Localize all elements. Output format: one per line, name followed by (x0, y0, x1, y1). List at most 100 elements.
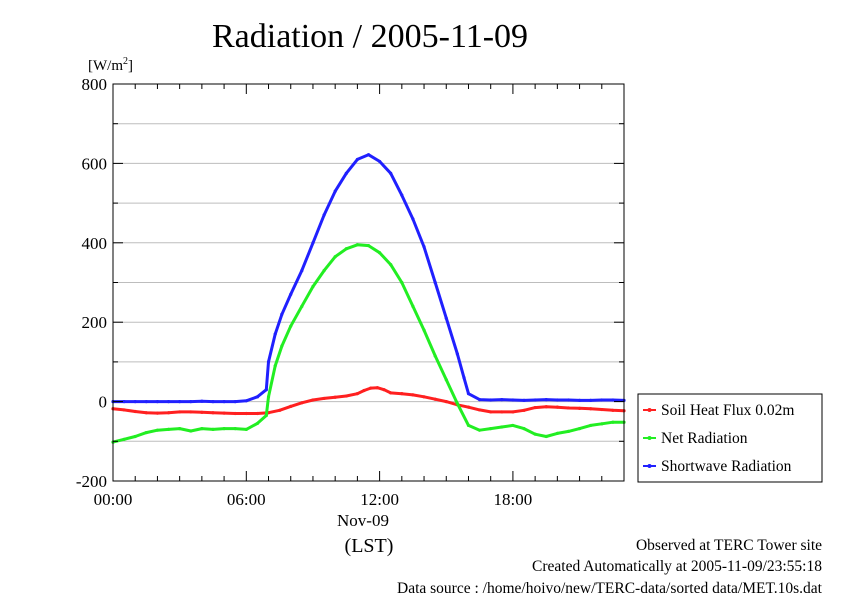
data-point-soil-heat-flux-0-02m (300, 401, 304, 405)
data-point-shortwave-radiation (289, 292, 293, 297)
data-point-net-radiation (300, 304, 304, 308)
legend: Soil Heat Flux 0.02m Net Radiation Shortwa… (637, 393, 823, 483)
data-point-net-radiation (566, 429, 571, 433)
y-tick-label: -200 (76, 472, 107, 491)
data-point-net-radiation (455, 401, 459, 406)
data-point-soil-heat-flux-0-02m (144, 411, 148, 415)
data-point-shortwave-radiation (422, 245, 426, 249)
data-point-soil-heat-flux-0-02m (544, 405, 548, 409)
data-point-net-radiation (411, 304, 415, 308)
data-point-shortwave-radiation (273, 332, 277, 336)
y-axis-unit-label: [W/m2] (88, 56, 133, 74)
legend-marker-soil-heat-flux-0-02m (647, 408, 652, 412)
data-point-net-radiation (273, 364, 277, 368)
data-point-soil-heat-flux-0-02m (255, 411, 260, 416)
footer-observed: Observed at TERC Tower site (636, 537, 822, 554)
data-point-net-radiation (133, 434, 137, 439)
data-point-soil-heat-flux-0-02m (355, 392, 359, 396)
data-point-soil-heat-flux-0-02m (422, 395, 426, 399)
x-tick-label: 18:00 (494, 490, 533, 509)
data-point-shortwave-radiation (555, 398, 559, 402)
y-tick-label: 400 (82, 234, 108, 253)
legend-label-shortwave-radiation: Shortwave Radiation (661, 458, 792, 475)
data-point-soil-heat-flux-0-02m (375, 386, 379, 390)
data-point-net-radiation (233, 426, 237, 431)
y-tick-label: 600 (82, 154, 108, 173)
data-point-shortwave-radiation (577, 398, 582, 403)
x-tick-label: 00:00 (94, 490, 133, 509)
axis-ticks: -200 0 200 400 600 800 00:00 06:00 12:00 18:00 (76, 75, 624, 509)
y-tick-label: 800 (82, 75, 108, 94)
data-point-soil-heat-flux-0-02m (411, 393, 415, 397)
data-point-shortwave-radiation (311, 241, 315, 245)
y-tick-label: 200 (82, 313, 108, 332)
data-point-soil-heat-flux-0-02m (566, 406, 571, 410)
data-point-shortwave-radiation (477, 398, 482, 402)
data-point-shortwave-radiation (455, 352, 459, 356)
data-point-soil-heat-flux-0-02m (433, 397, 437, 401)
data-point-net-radiation (200, 426, 204, 431)
data-point-net-radiation (178, 426, 182, 431)
data-point-shortwave-radiation (155, 400, 160, 404)
data-point-shortwave-radiation (189, 400, 193, 404)
data-point-shortwave-radiation (264, 388, 268, 392)
data-point-soil-heat-flux-0-02m (444, 400, 448, 404)
series-line-shortwave-radiation (111, 153, 626, 404)
data-point-soil-heat-flux-0-02m (122, 408, 126, 412)
data-point-net-radiation (344, 247, 348, 251)
data-point-net-radiation (400, 280, 404, 285)
data-point-soil-heat-flux-0-02m (278, 408, 282, 412)
data-point-shortwave-radiation (222, 400, 226, 404)
data-point-soil-heat-flux-0-02m (382, 388, 386, 392)
data-point-shortwave-radiation (589, 398, 593, 403)
legend-marker-shortwave-radiation (647, 464, 652, 468)
data-point-soil-heat-flux-0-02m (466, 405, 471, 409)
data-point-soil-heat-flux-0-02m (333, 395, 337, 399)
data-point-shortwave-radiation (211, 400, 215, 404)
data-point-net-radiation (244, 427, 248, 431)
data-point-soil-heat-flux-0-02m (477, 408, 482, 412)
legend-label-net-radiation: Net Radiation (661, 430, 748, 447)
footer-created: Created Automatically at 2005-11-09/23:5… (532, 558, 822, 575)
data-point-shortwave-radiation (280, 312, 284, 316)
data-point-soil-heat-flux-0-02m (233, 411, 237, 416)
legend-box (637, 393, 823, 483)
data-point-shortwave-radiation (522, 398, 526, 403)
legend-label-soil-heat-flux-0-02m: Soil Heat Flux 0.02m (661, 402, 794, 419)
data-point-shortwave-radiation (344, 171, 348, 175)
data-point-soil-heat-flux-0-02m (344, 394, 348, 398)
data-point-soil-heat-flux-0-02m (489, 410, 493, 414)
data-point-soil-heat-flux-0-02m (189, 410, 193, 414)
data-point-shortwave-radiation (462, 376, 466, 380)
data-point-net-radiation (611, 420, 615, 424)
chart-title: Radiation / 2005-11-09 (212, 18, 528, 55)
data-point-net-radiation (500, 425, 504, 429)
data-point-net-radiation (555, 431, 559, 435)
data-point-soil-heat-flux-0-02m (400, 392, 404, 396)
data-point-shortwave-radiation (433, 280, 437, 285)
data-point-soil-heat-flux-0-02m (589, 407, 593, 411)
data-point-net-radiation (522, 426, 526, 431)
data-point-shortwave-radiation (244, 399, 248, 403)
data-point-soil-heat-flux-0-02m (289, 404, 293, 408)
data-point-shortwave-radiation (178, 400, 182, 404)
data-point-soil-heat-flux-0-02m (244, 411, 248, 416)
data-point-soil-heat-flux-0-02m (577, 406, 582, 410)
data-point-shortwave-radiation (122, 400, 126, 404)
data-point-shortwave-radiation (300, 268, 304, 273)
data-point-shortwave-radiation (466, 392, 471, 396)
data-point-net-radiation (422, 328, 426, 332)
data-point-net-radiation (544, 434, 548, 439)
data-point-shortwave-radiation (533, 398, 537, 402)
data-point-net-radiation (266, 395, 271, 399)
data-point-soil-heat-flux-0-02m (222, 411, 226, 415)
data-point-net-radiation (166, 427, 171, 431)
data-point-net-radiation (280, 344, 284, 348)
data-point-shortwave-radiation (544, 398, 548, 402)
data-point-shortwave-radiation (366, 153, 371, 157)
data-point-soil-heat-flux-0-02m (511, 410, 515, 414)
data-point-net-radiation (264, 413, 268, 418)
data-point-net-radiation (533, 432, 537, 436)
data-point-shortwave-radiation (600, 398, 604, 402)
